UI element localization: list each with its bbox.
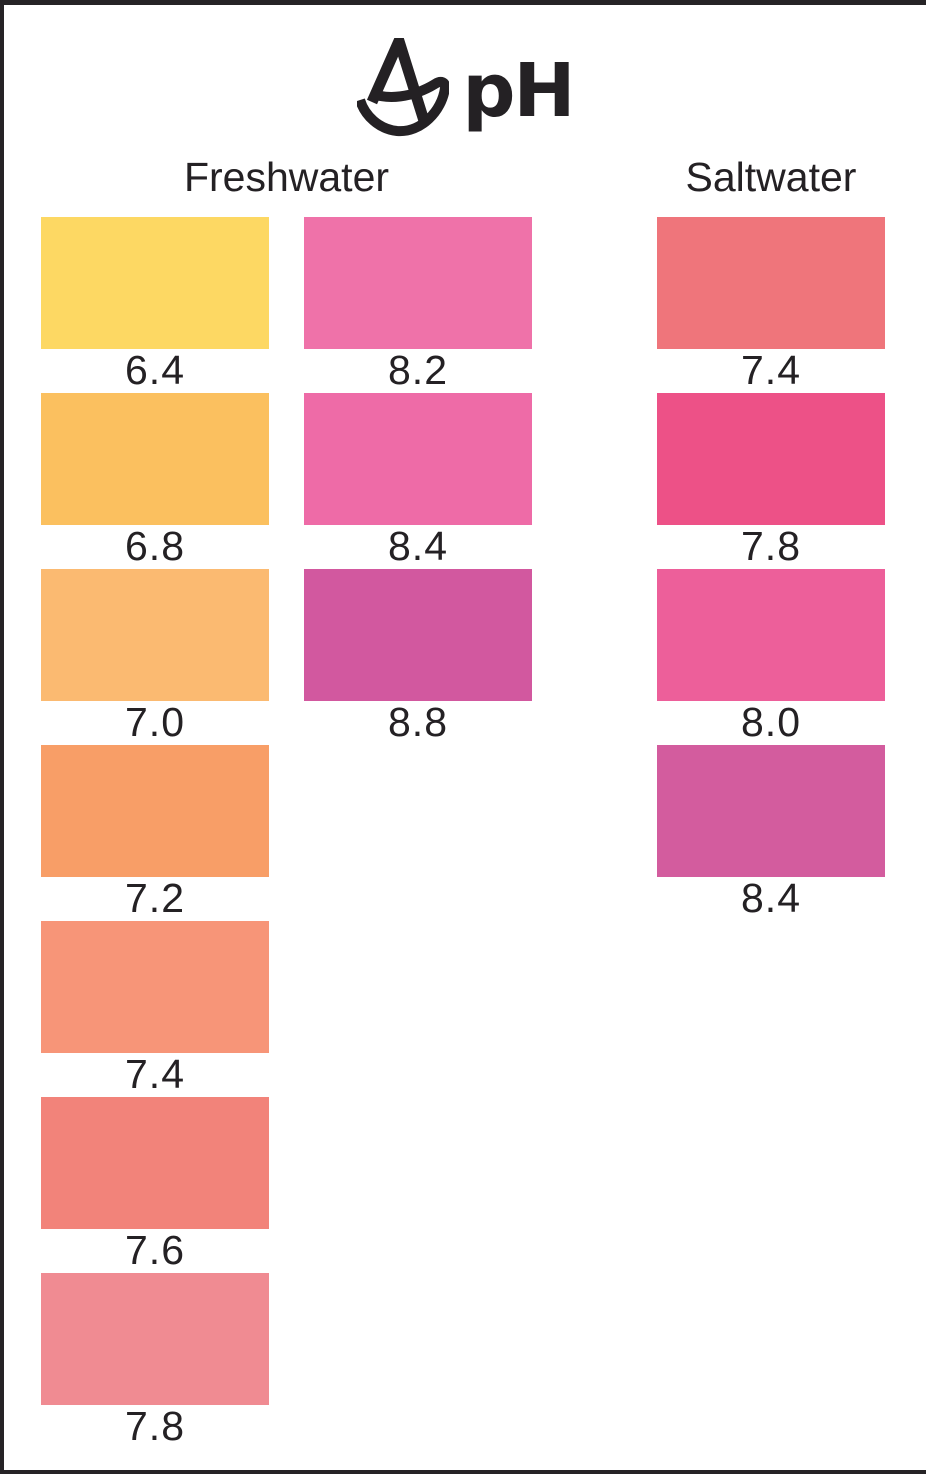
- page-title: pH: [462, 48, 576, 134]
- saltwater-section: Saltwater 7.4 7.8 8.0 8.4: [657, 154, 885, 921]
- saltwater-columns: 7.4 7.8 8.0 8.4: [657, 217, 885, 921]
- ph-color-swatch: [304, 393, 532, 525]
- swatch-cell: 7.2: [41, 745, 269, 921]
- swatch-cell: 8.2: [304, 217, 532, 393]
- ph-value-label: 8.4: [388, 523, 448, 569]
- ph-color-swatch: [304, 217, 532, 349]
- swatch-cell: 7.6: [41, 1097, 269, 1273]
- ph-color-swatch: [41, 1097, 269, 1229]
- ph-color-swatch: [41, 921, 269, 1053]
- ph-value-label: 7.4: [741, 347, 801, 393]
- ph-color-swatch: [657, 393, 885, 525]
- ph-color-swatch: [657, 745, 885, 877]
- swatch-cell: 7.8: [41, 1273, 269, 1449]
- saltwater-heading: Saltwater: [685, 154, 857, 200]
- ph-value-label: 8.0: [741, 699, 801, 745]
- ph-color-swatch: [657, 569, 885, 701]
- ph-value-label: 8.8: [388, 699, 448, 745]
- ph-value-label: 7.8: [125, 1403, 185, 1449]
- swatch-cell: 8.4: [304, 393, 532, 569]
- ph-color-swatch: [41, 745, 269, 877]
- freshwater-columns: 6.4 6.8 7.0 7.2 7.4: [41, 217, 532, 1449]
- swatch-cell: 8.8: [304, 569, 532, 745]
- ph-color-chart: Freshwater 6.4 6.8 7.0 7.2: [4, 154, 926, 1449]
- page-header: pH: [4, 38, 926, 142]
- ph-color-swatch: [41, 1273, 269, 1405]
- freshwater-column-1: 6.4 6.8 7.0 7.2 7.4: [41, 217, 269, 1449]
- ph-value-label: 8.4: [741, 875, 801, 921]
- swatch-cell: 7.8: [657, 393, 885, 569]
- ph-color-swatch: [41, 393, 269, 525]
- ph-value-label: 6.4: [125, 347, 185, 393]
- ph-value-label: 6.8: [125, 523, 185, 569]
- ph-color-swatch: [41, 217, 269, 349]
- ph-value-label: 7.6: [125, 1227, 185, 1273]
- ph-value-label: 7.0: [125, 699, 185, 745]
- ph-value-label: 7.2: [125, 875, 185, 921]
- ph-color-swatch: [657, 217, 885, 349]
- swatch-cell: 8.4: [657, 745, 885, 921]
- ph-value-label: 7.8: [741, 523, 801, 569]
- freshwater-section: Freshwater 6.4 6.8 7.0 7.2: [41, 154, 532, 1449]
- freshwater-heading: Freshwater: [183, 154, 390, 200]
- aquarium-coop-logo-icon: [356, 38, 449, 137]
- ph-value-label: 8.2: [388, 347, 448, 393]
- freshwater-column-2: 8.2 8.4 8.8: [304, 217, 532, 745]
- swatch-cell: 8.0: [657, 569, 885, 745]
- swatch-cell: 7.4: [41, 921, 269, 1097]
- swatch-cell: 7.4: [657, 217, 885, 393]
- swatch-cell: 6.4: [41, 217, 269, 393]
- ph-color-swatch: [41, 569, 269, 701]
- swatch-cell: 7.0: [41, 569, 269, 745]
- ph-value-label: 7.4: [125, 1051, 185, 1097]
- ph-color-swatch: [304, 569, 532, 701]
- saltwater-column: 7.4 7.8 8.0 8.4: [657, 217, 885, 921]
- swatch-cell: 6.8: [41, 393, 269, 569]
